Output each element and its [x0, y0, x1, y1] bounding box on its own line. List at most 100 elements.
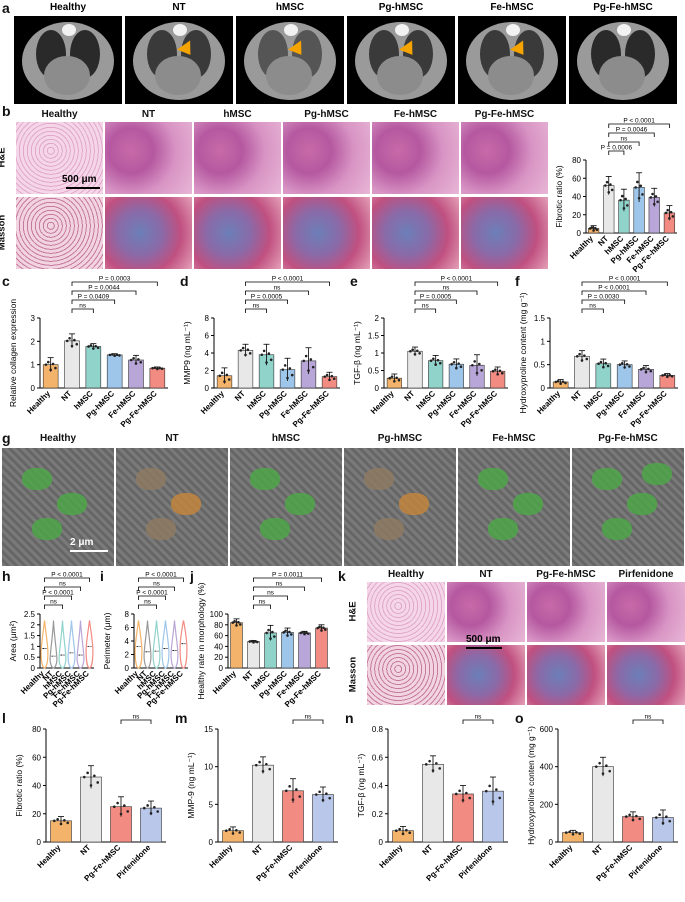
- chart-f-data-point: [583, 354, 586, 357]
- chart-c-significance-label: P = 0.0044: [88, 285, 120, 292]
- chart-j-bar-healthy: [230, 622, 243, 669]
- chart-o-data-point: [594, 765, 598, 768]
- chart-l-data-point: [153, 806, 156, 809]
- chart-j-data-point: [239, 623, 242, 626]
- chart-c-data-point: [137, 358, 140, 361]
- chart-n-data-point: [424, 763, 428, 766]
- chart-j-significance-bracket: [253, 604, 271, 609]
- chart-c-data-point: [113, 354, 116, 358]
- chart-e-data-point: [413, 353, 417, 356]
- chart-d-data-point: [218, 374, 222, 378]
- chart-o-y-tick-label: 400: [540, 763, 554, 772]
- chart-j-data-point: [250, 639, 253, 643]
- scale-bar-k: [466, 647, 502, 649]
- chart-e-data-point: [475, 371, 479, 375]
- chart-j-y-tick-label: 60: [214, 632, 223, 641]
- chart-e-data-point: [452, 360, 456, 364]
- panel-label-f: f: [515, 273, 520, 289]
- ct-spine: [616, 24, 631, 36]
- chart-e-data-point: [450, 362, 454, 366]
- chart-n-data-point: [401, 832, 405, 836]
- ct-scan-hmsc: [236, 16, 344, 104]
- chart-o-y-tick-label: 200: [540, 800, 554, 809]
- chart-c-category-label: NT: [60, 389, 74, 403]
- chart-m-y-tick-label: 0: [209, 838, 214, 847]
- chart-j-data-point: [307, 632, 310, 635]
- chart-j-data-point: [303, 632, 306, 636]
- chart-h-significance-label: P < 0.0001: [42, 590, 74, 597]
- histology-row-label: Masson: [0, 214, 8, 251]
- chart-b-significance-bracket: [608, 132, 655, 137]
- chart-m-data-point: [261, 769, 265, 773]
- chart-l-data-point: [112, 805, 116, 808]
- chart-f-significance-bracket: [581, 299, 626, 304]
- chart-b-y-tick-label: 0: [577, 229, 582, 238]
- chart-b-significance-label: P = 0.0046: [616, 127, 648, 134]
- chart-j-y-label: Healthy rate in morphology (%): [196, 582, 206, 699]
- chart-e-data-point: [411, 348, 414, 351]
- chart-c-category-label: Healthy: [25, 389, 52, 416]
- chart-d-data-point: [220, 371, 224, 375]
- mitochondria-marker: [602, 518, 632, 540]
- histology-image-nt-masson: [105, 197, 192, 269]
- chart-c-data-point: [70, 344, 74, 348]
- chart-j-significance-label: ns: [259, 599, 267, 606]
- chart-l-data-point: [123, 804, 126, 807]
- chart-f-data-point: [578, 352, 581, 356]
- chart-n-data-point: [454, 792, 458, 796]
- chart-f-data-point: [559, 382, 562, 385]
- chart-b-data-point: [619, 198, 622, 202]
- chart-f-data-point: [670, 374, 674, 378]
- chart-j-data-point: [256, 640, 259, 644]
- ct-scan-nt: [125, 16, 233, 104]
- chart-l-data-point: [126, 810, 130, 813]
- histology-image-fe-hmsc-masson: [372, 197, 459, 269]
- chart-j-data-point: [320, 629, 323, 632]
- chart-h-violin-pg-hmsc: [67, 620, 76, 669]
- chart-m-y-tick-label: 15: [204, 725, 213, 734]
- chart-d-significance-label: P = 0.0005: [251, 294, 283, 301]
- chart-l-y-tick-label: 0: [37, 838, 42, 847]
- chart-l-data-point: [56, 817, 59, 821]
- chart-n-data-point: [491, 800, 495, 803]
- ct-scan-healthy: [14, 16, 122, 104]
- chart-f-significance-label: P < 0.0001: [598, 285, 630, 292]
- chart-b-data-point: [624, 197, 627, 201]
- chart-j-data-point: [269, 637, 272, 640]
- chart-i-y-tick-label: 2: [125, 651, 130, 660]
- chart-d-data-point: [244, 353, 247, 357]
- chart-n-y-tick-label: 0: [379, 838, 384, 847]
- histology-group-label: Healthy: [387, 569, 425, 580]
- chart-f-data-point: [564, 381, 567, 385]
- chart-j-significance-label: ns: [276, 581, 284, 588]
- chart-e-data-point: [457, 362, 460, 365]
- chart-d-data-point: [290, 373, 294, 377]
- chart-c-bar-pg-fe-hmsc: [149, 367, 166, 389]
- chart-j-significance-bracket: [253, 586, 305, 591]
- chart-f-y-tick-label: 0.5: [534, 361, 546, 370]
- mitochondria-marker: [478, 468, 508, 490]
- ct-heart: [44, 55, 90, 96]
- chart-j-y-tick-label: 40: [214, 642, 223, 651]
- chart-n-data-point: [394, 829, 398, 832]
- chart-m-y-label: MMP-9 (ng mL⁻¹): [186, 752, 196, 819]
- histology-group-label: Pg-Fe-hMSC: [536, 569, 596, 580]
- chart-o-data-point: [605, 764, 608, 767]
- chart-d-data-point: [311, 365, 315, 369]
- chart-d-category-label: Healthy: [199, 389, 226, 416]
- histology-group-label: NT: [141, 109, 156, 120]
- chart-c-data-point: [89, 344, 93, 347]
- chart-c-data-point: [118, 354, 121, 357]
- chart-d-y-tick-label: 2: [205, 367, 210, 376]
- histology-image-pg-fe-hmsc-h-e: [461, 122, 548, 194]
- chart-b-data-point: [671, 215, 675, 218]
- chart-m-data-point: [265, 762, 268, 766]
- chart-o-data-point: [571, 832, 575, 836]
- chart-l-y-tick-label: 60: [32, 753, 41, 762]
- chart-b-data-point: [593, 226, 597, 230]
- chart-b-data-point: [622, 206, 626, 210]
- chart-c-significance-bracket: [71, 299, 116, 304]
- chart-e-data-point: [395, 376, 398, 380]
- chart-e-significance-label: ns: [443, 285, 451, 292]
